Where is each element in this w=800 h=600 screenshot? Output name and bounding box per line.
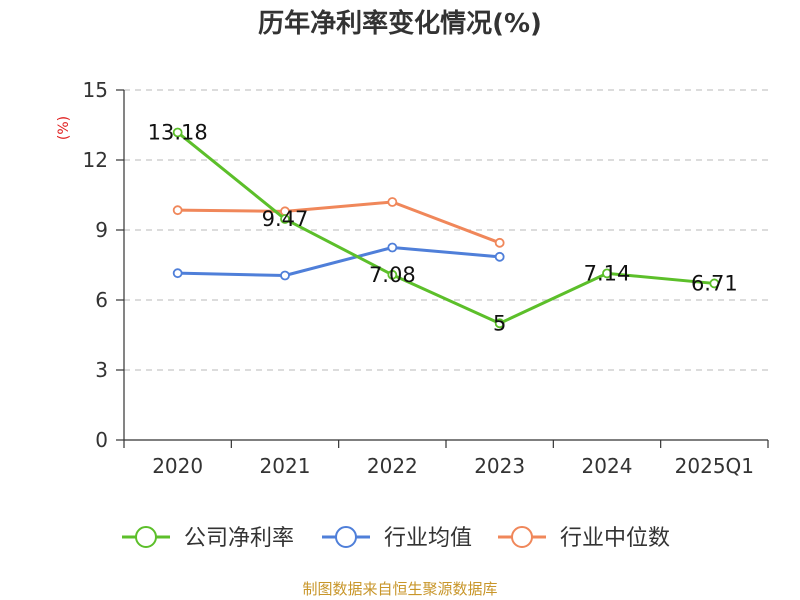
data-labels: 13.18 9.47 7.08 5 7.14 6.71 — [148, 120, 738, 335]
legend-marker-icon — [511, 526, 533, 548]
series-line-2 — [177, 246, 500, 277]
x-axis-ticks: 2020 2021 2022 2023 2024 2025Q1 — [123, 440, 769, 478]
data-label: 5 — [493, 311, 506, 335]
legend-item-3[interactable]: 行业中位数 — [498, 526, 670, 551]
data-point — [280, 214, 290, 224]
data-label: 7.08 — [369, 263, 416, 287]
data-point — [172, 127, 183, 138]
data-point — [387, 197, 398, 207]
data-point — [494, 237, 505, 248]
legend-marker-icon — [335, 526, 357, 548]
data-point — [172, 268, 183, 279]
x-tick-label: 2021 — [260, 454, 311, 478]
x-tick-label: 2024 — [582, 454, 633, 478]
legend-item-1[interactable]: 公司净利率 — [122, 526, 294, 551]
data-label: 7.14 — [584, 261, 631, 285]
data-label: 9.47 — [262, 207, 309, 231]
data-label: 6.71 — [691, 271, 738, 295]
series-lines — [172, 127, 720, 329]
x-tick-label: 2023 — [474, 454, 525, 478]
data-point — [387, 242, 398, 253]
data-point — [709, 278, 720, 289]
axes — [123, 90, 768, 441]
y-axis-ticks: 0 3 6 9 12 15 — [83, 78, 124, 452]
legend-marker-icon — [135, 526, 157, 548]
gridlines — [124, 89, 768, 371]
data-point — [280, 270, 290, 281]
legend-label: 行业均值 — [384, 526, 472, 551]
data-point — [172, 205, 183, 216]
y-tick-label: 6 — [95, 288, 108, 312]
y-tick-label: 15 — [83, 78, 108, 102]
data-point — [602, 268, 612, 279]
data-point — [494, 318, 505, 329]
data-point — [494, 251, 505, 262]
legend[interactable]: 公司净利率 行业均值 行业中位数 — [122, 526, 670, 551]
legend-item-2[interactable]: 行业均值 — [322, 526, 472, 551]
data-label: 13.18 — [148, 120, 208, 144]
y-tick-label: 12 — [83, 148, 108, 172]
legend-label: 公司净利率 — [184, 526, 294, 551]
series-line-3 — [177, 200, 501, 245]
series-line-1 — [176, 131, 715, 325]
y-axis-unit-label: (%) — [56, 116, 72, 140]
x-tick-label: 2025Q1 — [675, 454, 754, 478]
chart-title: 历年净利率变化情况(%) — [258, 8, 542, 39]
y-tick-label: 9 — [95, 218, 108, 242]
y-tick-label: 0 — [95, 428, 108, 452]
data-point — [387, 269, 398, 280]
legend-label: 行业中位数 — [560, 526, 670, 551]
source-note: 制图数据来自恒生聚源数据库 — [302, 580, 497, 598]
y-tick-label: 3 — [95, 358, 108, 382]
x-tick-label: 2020 — [152, 454, 203, 478]
x-tick-label: 2022 — [367, 454, 418, 478]
